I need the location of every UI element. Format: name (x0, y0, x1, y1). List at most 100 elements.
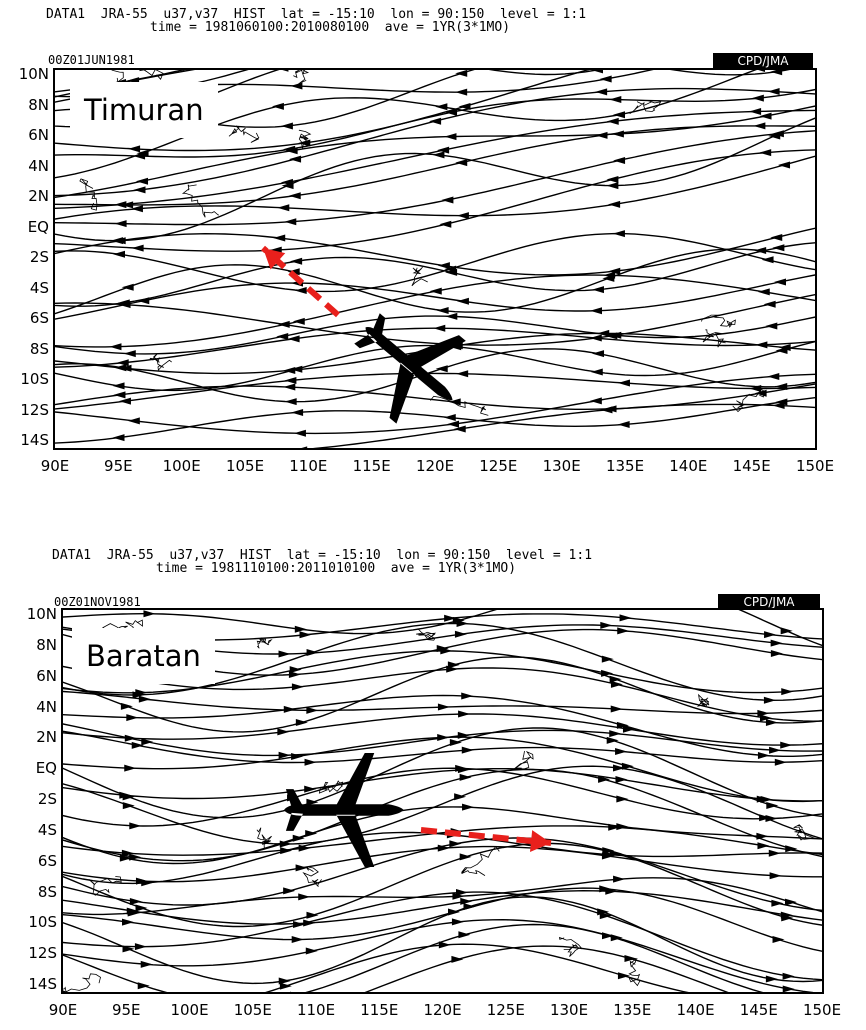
coastline (732, 387, 765, 413)
flow-arrowhead (122, 918, 135, 926)
flow-arrowhead (615, 747, 628, 755)
flow-arrowhead (306, 798, 319, 806)
flow-arrowhead (278, 977, 291, 985)
flow-arrowhead (458, 102, 471, 110)
streamline (55, 293, 815, 346)
flow-arrowhead (444, 133, 457, 141)
streamline (55, 88, 815, 158)
flow-arrowhead (610, 705, 623, 713)
flow-arrowhead (759, 814, 772, 822)
flow-arrowhead (595, 88, 608, 96)
flow-arrowhead (456, 212, 469, 220)
longitude-label: 150E (795, 457, 835, 475)
panel-header-line1: DATA1 JRA-55 u37,v37 HIST lat = -15:10 l… (46, 7, 587, 22)
flow-arrowhead (273, 234, 286, 242)
flow-arrowhead (138, 695, 151, 703)
flow-arrowhead (763, 696, 776, 704)
flow-arrowhead (756, 832, 769, 840)
flow-arrowhead (769, 746, 782, 754)
airplane-icon (354, 313, 466, 424)
flow-arrowhead (306, 706, 319, 714)
airplane-icon (284, 753, 404, 867)
longitude-label: 115E (360, 1001, 399, 1019)
streamline (63, 891, 822, 981)
season-label: Baratan (72, 628, 215, 684)
flow-arrowhead (778, 161, 791, 169)
flow-arrowhead (290, 365, 303, 373)
source-badge: CPD/JMA (713, 53, 813, 69)
flow-arrowhead (130, 205, 143, 213)
flow-arrowhead (118, 397, 131, 405)
flow-arrowhead (780, 627, 793, 635)
arrow-head (263, 248, 286, 270)
flow-arrowhead (445, 108, 458, 116)
flow-arrowhead (294, 625, 307, 633)
coastline (411, 266, 428, 287)
flow-arrowhead (278, 751, 291, 759)
flow-arrowhead (127, 417, 140, 425)
flow-arrowhead (137, 982, 150, 990)
flow-arrowhead (613, 156, 626, 164)
flow-arrowhead (597, 329, 610, 337)
latitude-label: 2S (29, 248, 49, 266)
coastline (228, 125, 260, 143)
streamline (55, 274, 815, 320)
flow-arrowhead (452, 892, 465, 900)
flow-arrowhead (135, 689, 148, 697)
panel-top: DATA1 JRA-55 u37,v37 HIST lat = -15:10 l… (0, 0, 866, 490)
flow-arrowhead (121, 201, 134, 209)
flow-arrowhead (445, 312, 458, 320)
flow-arrowhead (606, 182, 619, 190)
longitude-label: 135E (605, 457, 645, 475)
streamline (55, 70, 590, 152)
flow-arrowhead (303, 919, 316, 927)
flow-arrowhead (124, 764, 137, 772)
flow-arrowhead (781, 688, 794, 696)
flow-arrowhead (443, 414, 456, 422)
streamline (63, 713, 822, 746)
flow-arrowhead (276, 333, 289, 341)
latitude-label: 10N (26, 605, 57, 623)
flow-arrowhead (772, 936, 785, 944)
longitude-label: 105E (233, 1001, 272, 1019)
flow-arrowhead (456, 620, 469, 628)
flow-arrowhead (785, 845, 798, 853)
flow-arrowhead (597, 908, 610, 916)
source-badge: CPD/JMA (718, 594, 820, 610)
flow-arrowhead (764, 631, 777, 639)
coastline (461, 845, 500, 876)
flow-arrowhead (439, 220, 452, 228)
streamline (63, 730, 822, 764)
flow-arrowhead (459, 773, 472, 781)
streamline (63, 842, 822, 928)
flow-arrowhead (288, 670, 301, 678)
flow-arrowhead (295, 719, 308, 727)
coastline (700, 314, 736, 328)
coastline (513, 750, 534, 770)
flow-arrowhead (608, 823, 621, 831)
flow-arrowhead (751, 94, 764, 102)
flow-arrowhead (277, 204, 290, 212)
flow-arrowhead (590, 368, 603, 376)
streamline (55, 372, 815, 410)
streamline (63, 694, 822, 757)
streamline (312, 403, 815, 448)
flow-arrowhead (437, 146, 450, 154)
latitude-label: 8N (28, 95, 49, 114)
flow-arrowhead (432, 151, 445, 159)
flow-arrowhead (753, 122, 766, 130)
flow-arrowhead (784, 898, 797, 906)
flow-arrowhead (283, 705, 296, 713)
flow-arrowhead (609, 730, 622, 738)
latitude-label: 12S (20, 400, 49, 419)
flow-arrowhead (613, 764, 626, 772)
flow-arrowhead (122, 945, 135, 953)
streamline (63, 806, 822, 865)
flow-arrowhead (289, 666, 302, 674)
flow-arrowhead (461, 746, 474, 754)
streamline (63, 825, 822, 856)
flow-arrowhead (453, 425, 466, 433)
flow-arrowhead (606, 175, 619, 183)
flow-arrowhead (615, 775, 628, 783)
